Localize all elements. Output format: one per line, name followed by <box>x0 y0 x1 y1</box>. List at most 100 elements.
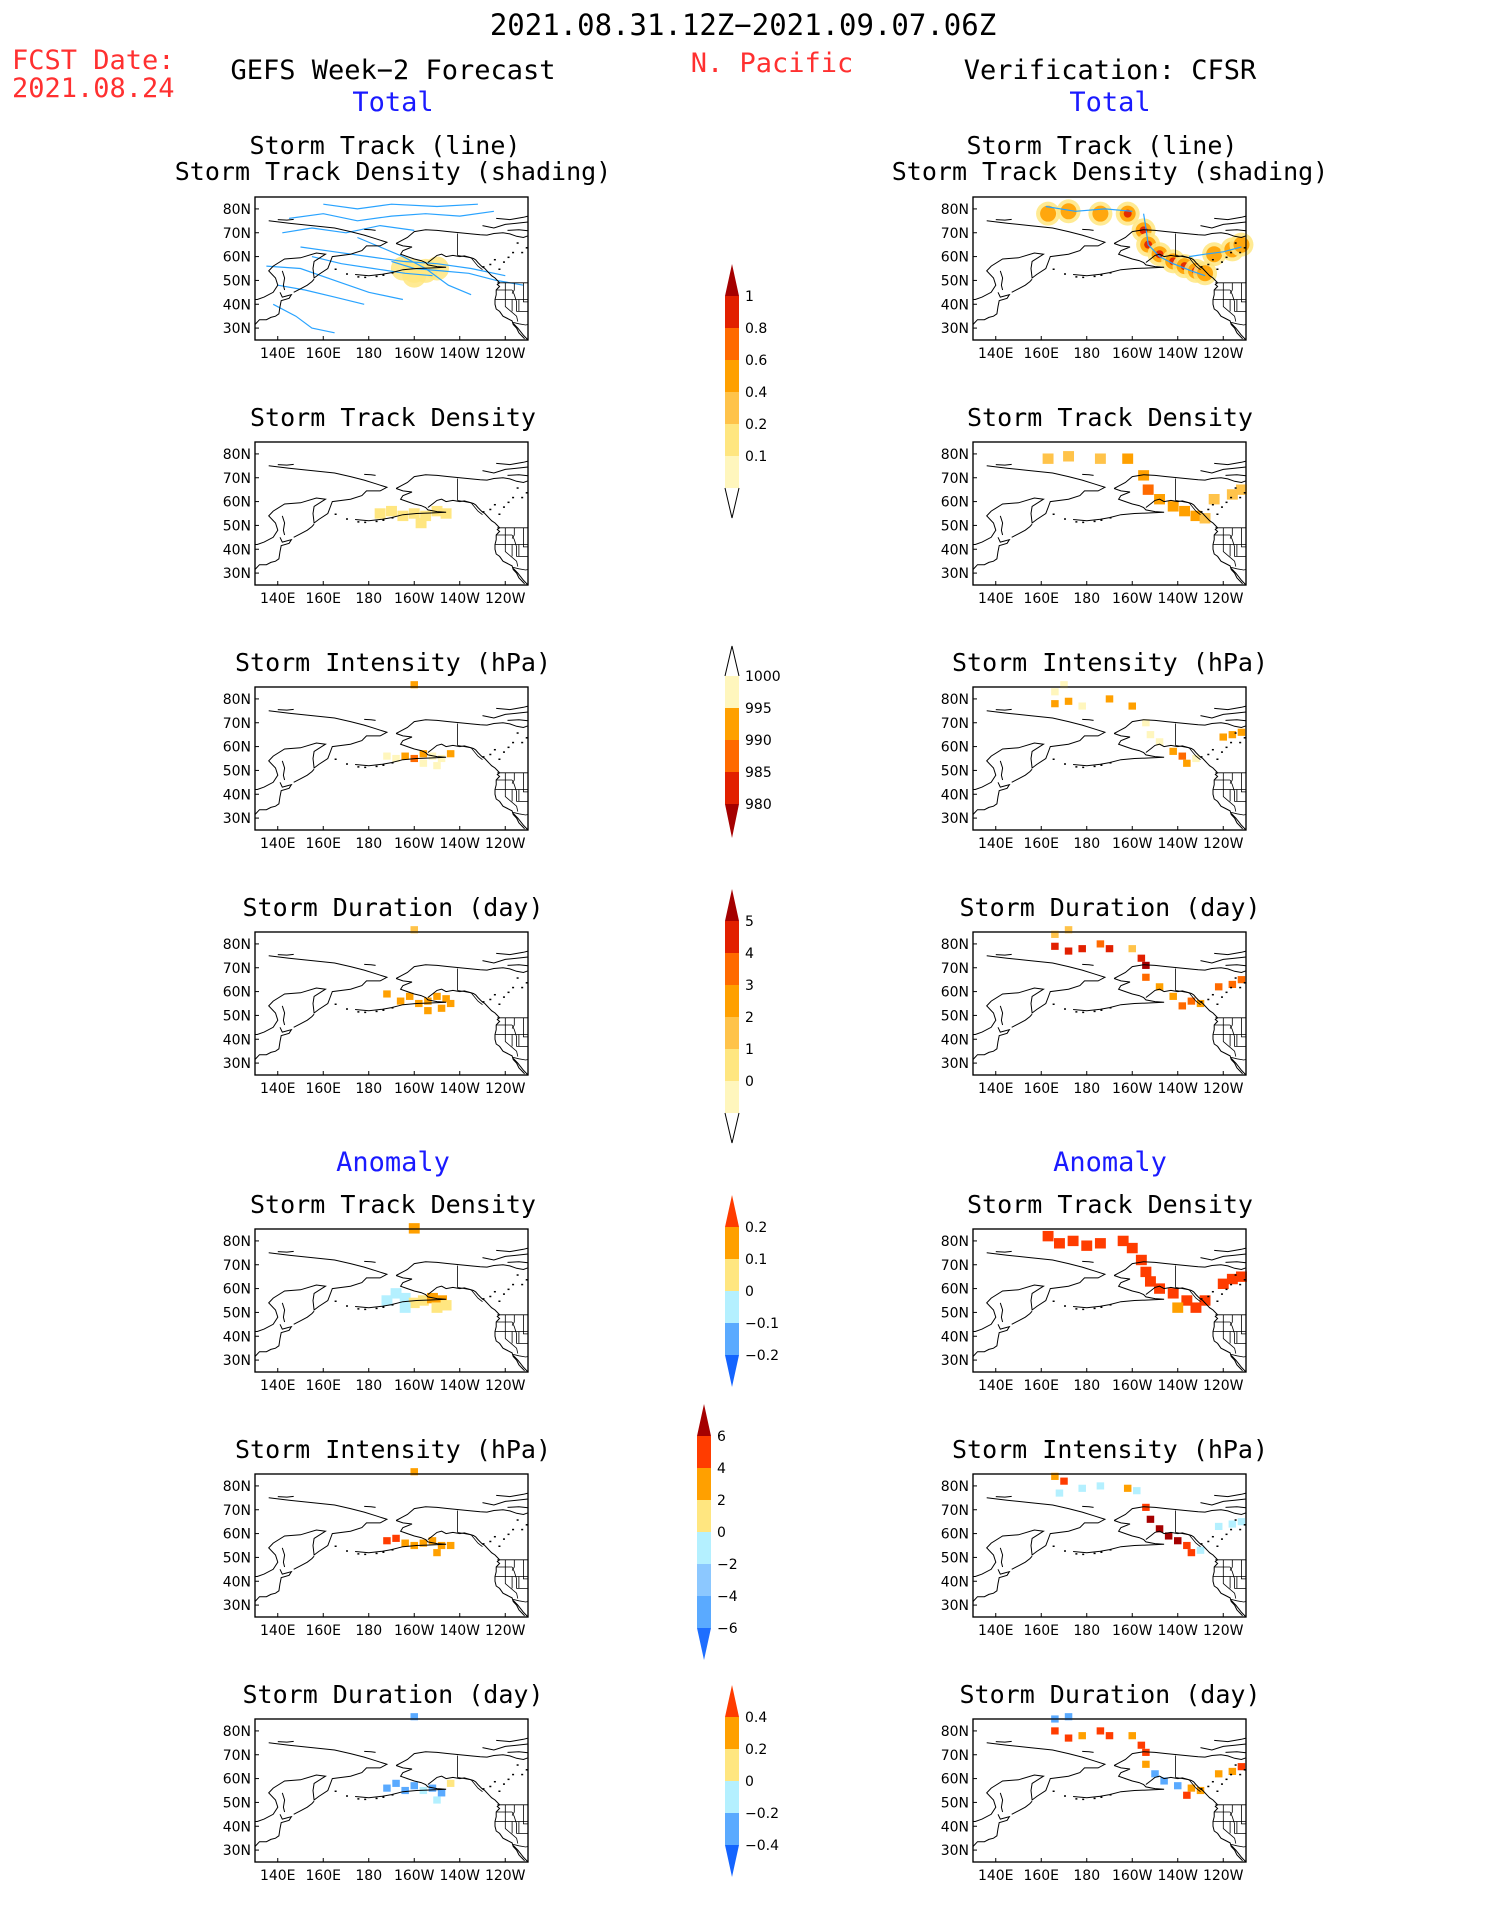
grid-cell <box>437 1789 446 1797</box>
x-tick-label: 160W <box>394 346 435 362</box>
colorbar-label: 1000 <box>745 669 781 685</box>
y-tick-label: 80N <box>223 447 251 463</box>
colorbar-label: 0.8 <box>745 321 767 337</box>
colorbar-segment <box>725 456 739 488</box>
grid-cell <box>1187 997 1196 1005</box>
x-tick-label: 140W <box>439 346 480 362</box>
map-fcst-track: 140E 160E 180 160W 140W 120W 80N 70N 60N 50N 40N 30… <box>223 196 529 362</box>
grid-cell <box>415 517 427 529</box>
grid-cell <box>1064 926 1073 934</box>
grid-cell <box>419 1539 428 1547</box>
colorbar-intensity-total: 1000 995 990 985 980 <box>724 645 781 838</box>
colorbar-label: 0 <box>717 1525 726 1541</box>
x-tick-label: 180 <box>1073 346 1100 362</box>
grid-cell <box>446 1779 455 1787</box>
y-tick-label: 80N <box>223 1234 251 1250</box>
grid-cell <box>1051 1727 1059 1735</box>
y-tick-label: 70N <box>223 716 251 732</box>
colorbar-label: 995 <box>745 701 772 717</box>
colorbar-label: −6 <box>717 1621 738 1637</box>
x-tick-label: 140W <box>1157 346 1198 362</box>
colorbar-segment <box>697 1596 711 1628</box>
colorbar-segment <box>697 1436 711 1468</box>
grid-cell <box>383 1537 391 1545</box>
x-tick-label: 160W <box>1112 1623 1153 1639</box>
grid-cell <box>1051 930 1059 938</box>
grid-cell <box>1078 945 1086 953</box>
x-tick-label: 140E <box>978 1081 1014 1097</box>
x-tick-label: 120W <box>1203 1623 1244 1639</box>
x-tick-label: 180 <box>1073 836 1100 852</box>
x-tick-label: 140W <box>439 836 480 852</box>
grid-cell <box>401 752 409 760</box>
colorbar-tail <box>724 487 740 519</box>
grid-cell <box>1190 510 1202 522</box>
storm-track-line <box>272 303 335 334</box>
density-blob <box>425 256 449 281</box>
colorbar-label: 985 <box>745 765 772 781</box>
colorbar-segment <box>725 740 739 772</box>
grid-cell <box>1172 1302 1184 1313</box>
y-tick-label: 60N <box>223 1772 251 1788</box>
x-tick-label: 120W <box>485 1378 526 1394</box>
x-tick-label: 140E <box>978 1378 1014 1394</box>
grid-cell <box>408 1223 420 1234</box>
colorbar-segment <box>725 1717 739 1749</box>
y-tick-label: 30N <box>941 1056 969 1072</box>
grid-cell <box>1142 719 1150 727</box>
grid-cell <box>1094 1238 1106 1249</box>
x-tick-label: 140W <box>1157 1868 1198 1884</box>
y-tick-label: 60N <box>223 250 251 266</box>
y-tick-label: 40N <box>223 1329 251 1345</box>
grid-cell <box>437 1004 446 1012</box>
y-tick-label: 80N <box>941 1479 969 1495</box>
grid-cell <box>424 997 432 1005</box>
grid-cell <box>1155 1525 1164 1533</box>
y-tick-label: 60N <box>223 985 251 1001</box>
colorbar-segment <box>725 392 739 424</box>
colorbar-label: 990 <box>745 733 772 749</box>
y-tick-label: 50N <box>223 518 251 534</box>
grid-cell <box>396 997 405 1005</box>
colorbar-segment <box>725 953 739 985</box>
colorbar-arrow <box>725 1355 739 1387</box>
x-tick-label: 180 <box>1073 1081 1100 1097</box>
grid-cell <box>1078 1732 1086 1740</box>
grid-cell <box>1042 453 1054 464</box>
colorbar-label: 0 <box>745 1284 754 1300</box>
x-tick-label: 160W <box>394 591 435 607</box>
grid-cell <box>1142 1503 1150 1511</box>
y-tick-label: 60N <box>941 740 969 756</box>
x-tick-label: 120W <box>485 1081 526 1097</box>
colorbar-label: 0.2 <box>745 1220 767 1236</box>
colorbar-segment <box>725 1017 739 1049</box>
region-title: N. Pacific <box>690 48 854 79</box>
y-tick-label: 30N <box>941 321 969 337</box>
x-tick-label: 180 <box>355 1081 382 1097</box>
y-tick-label: 70N <box>941 226 969 242</box>
x-tick-label: 180 <box>355 1623 382 1639</box>
grid-cell <box>1064 947 1073 955</box>
y-tick-label: 80N <box>223 937 251 953</box>
x-tick-label: 140E <box>260 346 296 362</box>
grid-cell <box>1183 1791 1191 1799</box>
colorbar-segment <box>725 1781 739 1813</box>
y-tick-label: 50N <box>223 763 251 779</box>
grid-cell <box>1214 1770 1223 1778</box>
grid-cell <box>410 926 419 934</box>
colorbar-label: 0.4 <box>745 1710 767 1726</box>
grid-cell <box>428 1537 437 1545</box>
grid-cell <box>1146 1515 1155 1523</box>
grid-cell <box>1155 738 1164 746</box>
grid-cell <box>1237 728 1246 736</box>
grid-cell <box>1164 1532 1173 1540</box>
x-tick-label: 140W <box>1157 591 1198 607</box>
colorbar-label: 1 <box>745 289 754 305</box>
colorbar-label: 0.1 <box>745 449 767 465</box>
x-tick-label: 140E <box>260 1081 296 1097</box>
x-tick-label: 160W <box>1112 1081 1153 1097</box>
x-tick-label: 120W <box>485 836 526 852</box>
y-tick-label: 30N <box>941 1353 969 1369</box>
y-tick-label: 30N <box>223 1353 251 1369</box>
x-tick-label: 180 <box>355 1378 382 1394</box>
